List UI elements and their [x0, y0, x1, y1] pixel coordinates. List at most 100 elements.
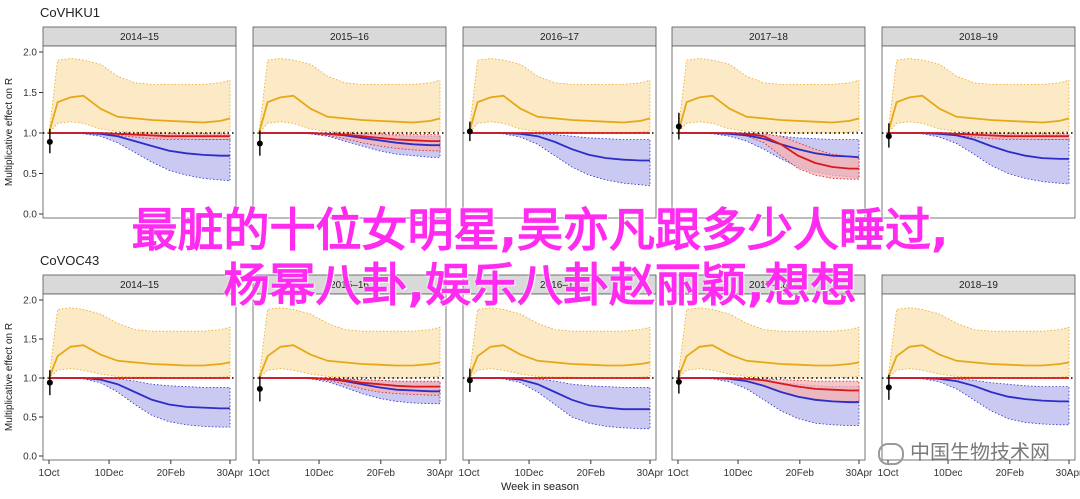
- point-estimate: [675, 378, 682, 385]
- point-estimate: [466, 377, 473, 384]
- overlay-caption-line-1: 最脏的十位女明星,吴亦凡跟多少人睡过,: [131, 203, 949, 257]
- x-tick-label: 1Oct: [877, 468, 898, 479]
- y-axis-label: Multiplicative effect on R: [4, 323, 15, 431]
- yellow-series-line: [48, 94, 231, 134]
- panel-label: 2016–17: [540, 32, 579, 43]
- panel-label: 2017–18: [749, 32, 788, 43]
- blue-ci-band: [49, 377, 231, 428]
- panel-2018–19: 2018–19 1Oct 10Dec 20Feb 30Apr: [877, 274, 1080, 479]
- blue-ci-band: [469, 132, 651, 187]
- x-tick-label: 10Dec: [305, 468, 334, 479]
- yellow-series-line: [258, 94, 441, 134]
- y-tick-label: 1.0: [23, 374, 37, 385]
- yellow-ci-band: [258, 307, 441, 380]
- panel-label: 2018–19: [959, 280, 998, 291]
- x-tick-label: 20Feb: [786, 468, 815, 479]
- panel-2016–17: 2016–17 1Oct 10Dec 20Feb 30Apr: [458, 274, 664, 479]
- panel-label: 2018–19: [959, 32, 998, 43]
- point-estimate: [675, 123, 682, 130]
- yellow-ci-band: [887, 58, 1070, 135]
- blue-ci-band: [888, 132, 1070, 185]
- yellow-ci-band: [468, 58, 651, 135]
- y-tick-label: 2.0: [23, 48, 37, 59]
- watermark-text: 中国生物技术网: [910, 440, 1050, 464]
- panel-2014–15: 2014–15 1Oct 10Dec 20Feb 30Apr: [38, 274, 244, 479]
- yellow-series-line: [887, 94, 1070, 134]
- y-tick-label: 1.5: [23, 335, 37, 346]
- yellow-ci-band: [468, 307, 651, 380]
- panel-label: 2014–15: [120, 32, 159, 43]
- red-ci-band: [49, 132, 231, 140]
- x-tick-label: 1Oct: [458, 468, 479, 479]
- panel-2017–18: 2017–18 1Oct 10Dec 20Feb 30Apr: [667, 274, 873, 479]
- y-tick-label: 1.0: [23, 129, 37, 140]
- panel-2016–17: 2016–17: [462, 26, 657, 219]
- red-series-line: [678, 132, 859, 170]
- x-tick-label: 30Apr: [637, 468, 664, 479]
- red-ci-band: [259, 132, 441, 152]
- x-axis-label: Week in season: [501, 481, 579, 493]
- yellow-series-line: [468, 94, 651, 134]
- panel-label: 2015–16: [330, 280, 369, 291]
- chart-CoVHKU1: CoVHKU1 Multiplicative effect on R 0.0 0.5 1…: [4, 5, 1076, 221]
- point-estimate: [885, 384, 892, 391]
- yellow-series-line: [258, 344, 441, 379]
- point-estimate: [46, 138, 53, 145]
- point-estimate: [466, 128, 473, 135]
- y-axis-label: Multiplicative effect on R: [4, 78, 15, 186]
- red-series-line: [678, 377, 859, 392]
- point-estimate: [256, 385, 263, 392]
- red-ci-band: [888, 132, 1070, 140]
- yellow-ci-band: [48, 58, 231, 135]
- panel-2018–19: 2018–19: [881, 26, 1076, 219]
- blue-ci-band: [49, 132, 231, 182]
- red-ci-band: [678, 132, 860, 180]
- point-estimate: [256, 140, 263, 147]
- yellow-series-line: [887, 344, 1070, 379]
- panel-label: 2016–17: [540, 280, 579, 291]
- yellow-ci-band: [258, 58, 441, 135]
- y-tick-label: 0.0: [23, 452, 37, 463]
- panel-2015–16: 2015–16 1Oct 10Dec 20Feb 30Apr: [248, 274, 454, 479]
- chart-CoVOC43: CoVOC43 Multiplicative effect on R 0.0 0.5 1…: [4, 253, 1080, 493]
- red-series-line: [259, 377, 440, 388]
- yellow-ci-band: [887, 307, 1070, 380]
- red-series-line: [888, 132, 1069, 138]
- panel-label: 2017–18: [749, 280, 788, 291]
- panel-label: 2014–15: [120, 280, 159, 291]
- x-tick-label: 30Apr: [1056, 468, 1080, 479]
- x-tick-label: 10Dec: [934, 468, 963, 479]
- yellow-series-line: [48, 344, 231, 379]
- point-estimate: [885, 133, 892, 140]
- x-tick-label: 20Feb: [367, 468, 396, 479]
- blue-ci-band: [469, 377, 651, 430]
- panel-2015–16: 2015–16: [252, 26, 447, 219]
- blue-ci-band: [888, 377, 1070, 426]
- y-tick-label: 0.0: [23, 210, 37, 221]
- x-tick-label: 30Apr: [846, 468, 873, 479]
- x-tick-label: 20Feb: [996, 468, 1025, 479]
- chart-title: CoVOC43: [40, 253, 99, 268]
- x-tick-label: 20Feb: [577, 468, 606, 479]
- red-ci-band: [259, 377, 441, 396]
- yellow-series-line: [677, 94, 860, 134]
- chart-title: CoVHKU1: [40, 5, 100, 20]
- x-tick-label: 1Oct: [38, 468, 59, 479]
- red-series-line: [259, 132, 440, 142]
- yellow-ci-band: [677, 58, 860, 135]
- x-tick-label: 20Feb: [157, 468, 186, 479]
- x-tick-label: 10Dec: [95, 468, 124, 479]
- red-ci-band: [678, 377, 860, 402]
- y-tick-label: 0.5: [23, 413, 37, 424]
- x-tick-label: 1Oct: [248, 468, 269, 479]
- x-tick-label: 10Dec: [724, 468, 753, 479]
- y-tick-label: 2.0: [23, 296, 37, 307]
- x-tick-label: 30Apr: [217, 468, 244, 479]
- x-tick-label: 1Oct: [667, 468, 688, 479]
- red-series-line: [49, 132, 230, 138]
- yellow-ci-band: [48, 307, 231, 380]
- yellow-series-line: [468, 344, 651, 379]
- yellow-series-line: [677, 344, 860, 379]
- point-estimate: [46, 379, 53, 386]
